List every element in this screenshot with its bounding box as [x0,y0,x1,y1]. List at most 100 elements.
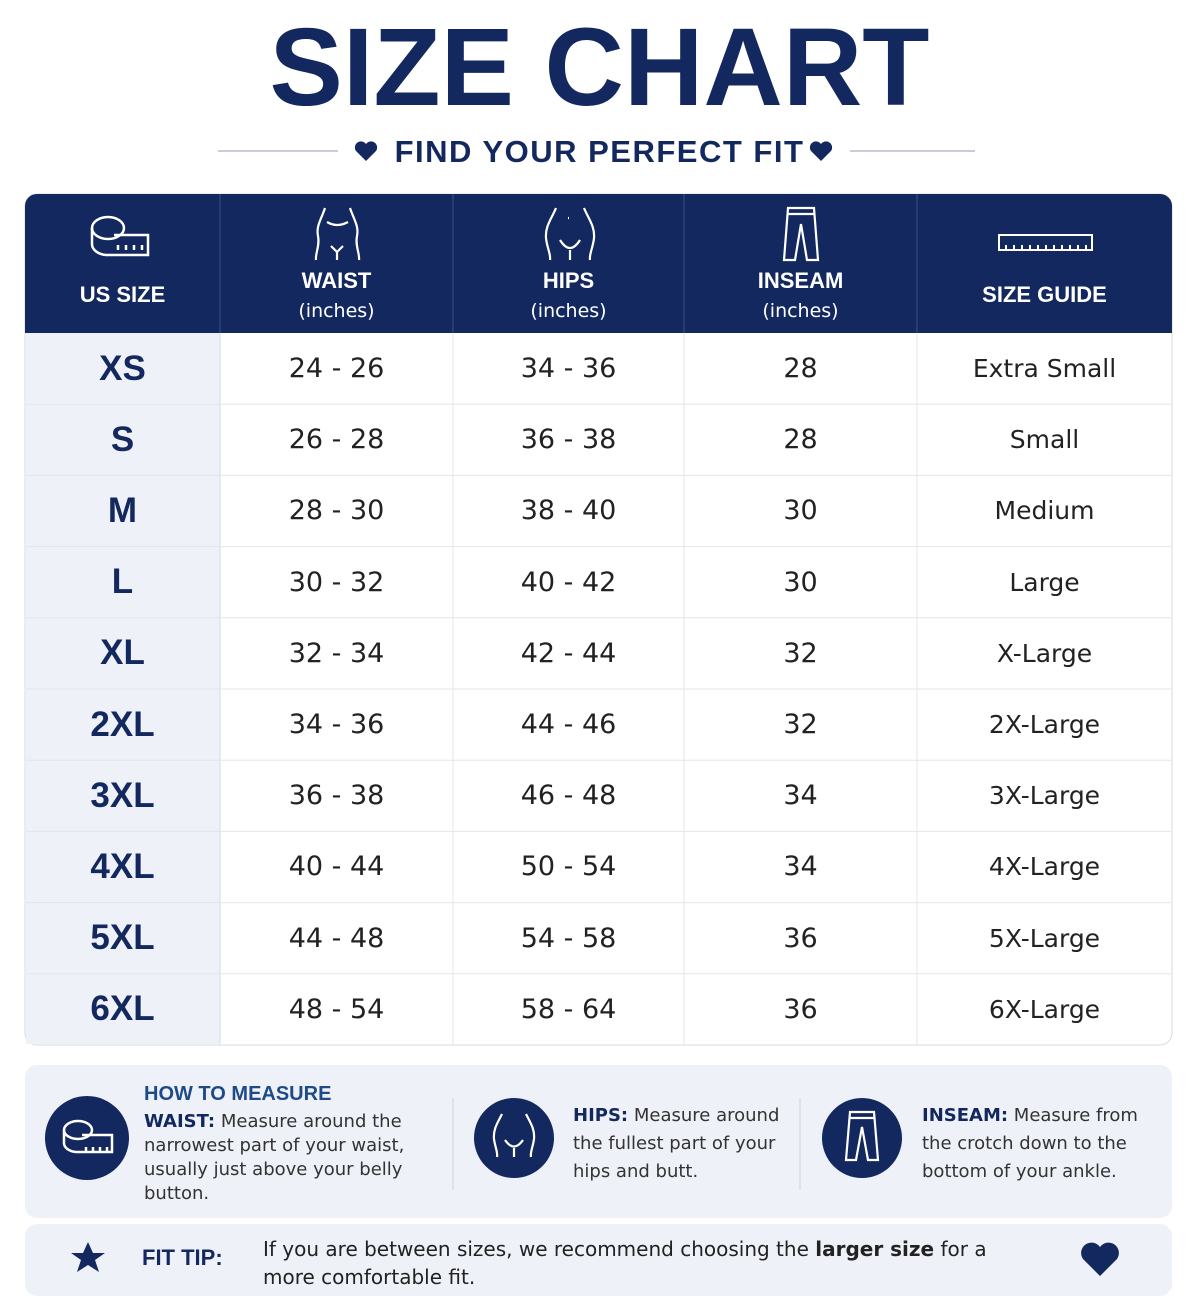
cell-text: 34 [783,851,818,883]
size-label: S [110,419,135,459]
header-cell: WAIST (inches) [220,266,453,326]
measure-item: INSEAM: Measure from the crotch down to … [922,1102,1147,1186]
table-header-bg [25,194,1172,333]
ruler-icon [998,234,1093,251]
cell-text: 28 [783,353,818,385]
cell-text: 32 [783,709,818,741]
measure-box [25,1065,1172,1218]
cell-text: 36 [783,993,818,1025]
cell-text: Small [1009,425,1080,455]
header-cell: HIPS (inches) [453,266,684,326]
cell-text: 6X-Large [988,994,1101,1024]
cell-text: 34 - 36 [520,353,617,385]
cell-text: Large [1009,567,1080,597]
measure-item: HIPS: Measure around the fullest part of… [573,1102,788,1186]
column-label: SIZE GUIDE [982,282,1107,307]
heart-icon [1081,1242,1119,1276]
column-unit: (inches) [530,300,607,322]
fit-tip-label: FIT TIP: [142,1245,223,1270]
grid [26,194,1171,1045]
star-icon [71,1242,105,1272]
cell-text: 54 - 58 [520,922,617,954]
cell-text: 5X-Large [988,923,1101,953]
description: Measure around the fullest part of your … [573,1105,780,1182]
icon-circle [474,1098,554,1178]
measure-heading: HOW TO MEASURE [144,1083,332,1105]
column-label: INSEAM [757,268,844,293]
cell-text: 28 [783,424,818,456]
tape-icon [90,215,150,257]
icon-circle [822,1098,902,1178]
cell-text: 58 - 64 [520,993,617,1025]
cell-text: 50 - 54 [520,851,617,883]
cell-text: 44 - 46 [520,709,617,741]
cell-text: 36 - 38 [288,780,385,812]
size-label: M [107,490,138,530]
cell-text: 36 - 38 [520,424,617,456]
heart-icon [809,141,833,161]
inseam-icon [782,206,820,262]
size-label: 6XL [90,989,155,1029]
column-label: HIPS [542,268,595,293]
cell-text: Medium [994,496,1095,526]
cell-text: 32 - 34 [288,637,385,669]
text: for a more comfortable fit. [263,1237,987,1289]
cell-text: 38 - 40 [520,495,617,527]
header-cell: INSEAM (inches) [684,266,917,326]
cell-text: 36 [783,922,818,954]
cell-text: 4X-Large [988,852,1101,882]
cell-text: X-Large [996,638,1093,668]
subtitle: FIND YOUR PERFECT FIT [394,134,805,169]
cell-text: 34 [783,780,818,812]
cell-text: 24 - 26 [288,353,385,385]
size-label: 3XL [90,775,155,815]
term: INSEAM: [922,1105,1009,1126]
cell-text: 40 - 44 [288,851,385,883]
title: SIZE CHART [269,6,930,129]
column-label: WAIST [301,268,372,293]
term: HIPS: [573,1105,629,1126]
heart-icon [354,141,378,161]
inseam-icon [844,1110,880,1162]
cell-text: 44 - 48 [288,922,385,954]
description: Measure around the narrowest part of you… [144,1111,405,1204]
cell-text: 40 - 42 [520,566,617,598]
cell-text: 26 - 28 [288,424,385,456]
size-label: XL [100,633,145,673]
hips-icon [492,1113,536,1158]
cell-text: 42 - 44 [520,637,617,669]
cell-text: 46 - 48 [520,780,617,812]
cell-text: 3X-Large [988,781,1101,811]
cell-text: 30 [783,495,818,527]
header-cell: US SIZE [25,280,220,310]
cell-text: 30 [783,566,818,598]
header-cell: SIZE GUIDE [917,280,1172,310]
column-unit: (inches) [298,300,375,322]
emphasis: larger size [815,1237,935,1261]
size-label: 4XL [90,846,155,886]
column-label: US SIZE [79,282,166,307]
cell-text: 48 - 54 [288,993,385,1025]
tape-icon [62,1119,114,1154]
cell-text: 2X-Large [988,710,1101,740]
cell-text: 34 - 36 [288,709,385,741]
size-label: L [111,562,134,602]
cell-text: 28 - 30 [288,495,385,527]
hips-icon [544,207,596,261]
column-unit: (inches) [762,300,839,322]
fit-tip-box [25,1224,1172,1296]
size-label: 5XL [90,918,155,958]
size-label: XS [99,348,146,388]
cell-text: 30 - 32 [288,566,385,598]
fit-tip-text: If you are between sizes, we recommend c… [263,1235,993,1291]
cell-text: Extra Small [972,354,1117,384]
text: If you are between sizes, we recommend c… [263,1237,809,1261]
description: Measure from the crotch down to the bott… [922,1105,1138,1182]
size-label: 2XL [90,704,155,744]
measure-item: WAIST: Measure around the narrowest part… [144,1110,439,1206]
cell-text: 32 [783,637,818,669]
waist-icon [314,207,361,261]
term: WAIST: [144,1111,216,1132]
